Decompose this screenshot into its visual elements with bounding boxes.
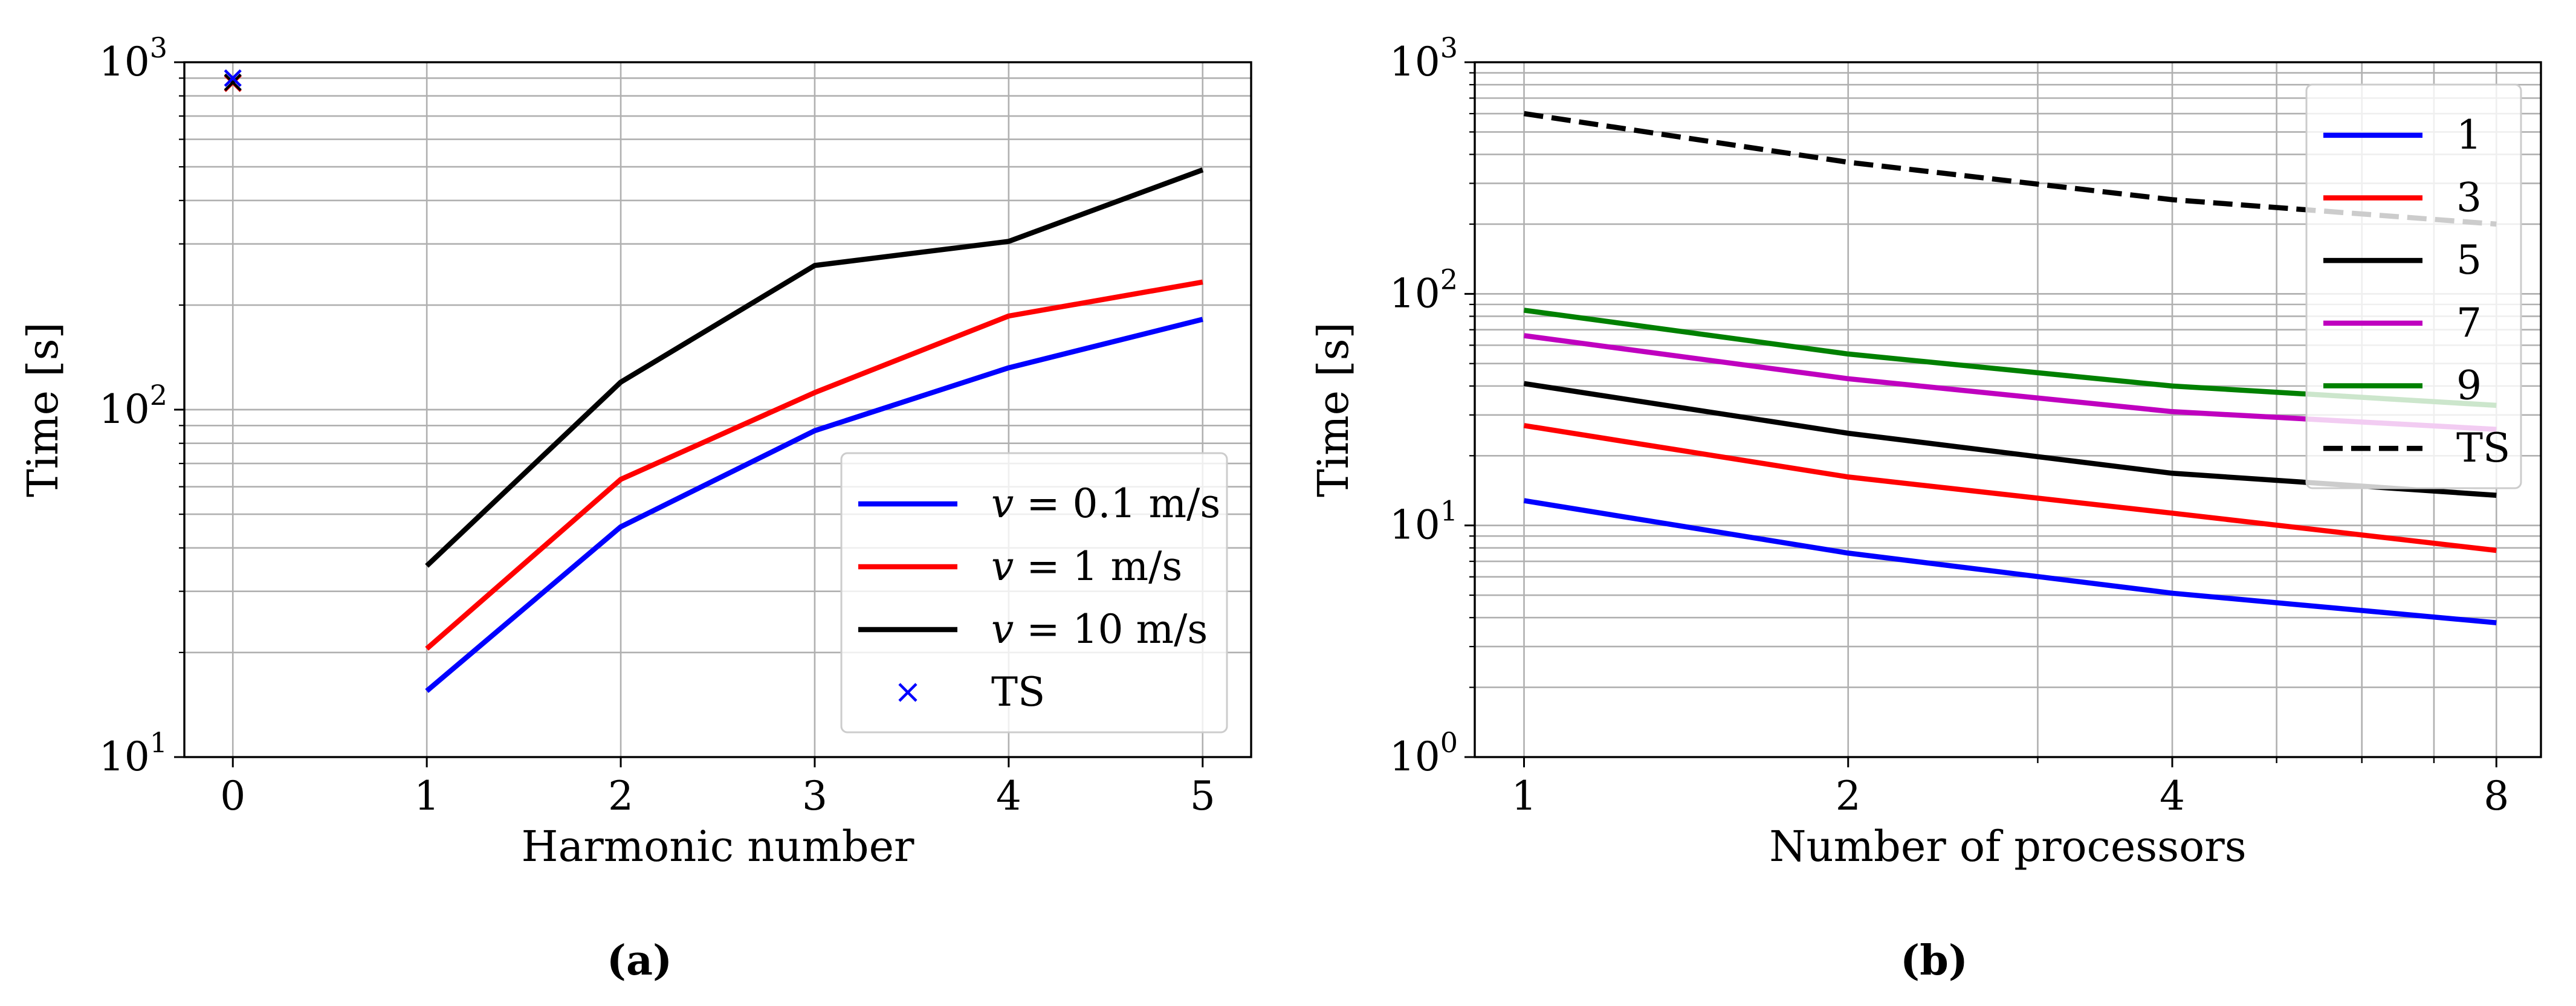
series-line-0 (425, 317, 1203, 693)
series-group (224, 69, 1204, 693)
y-tick-base: 10 (1390, 270, 1440, 317)
series-line-0 (1523, 498, 2497, 625)
y-tick-label: 101 (1390, 495, 1458, 549)
x-tick-label: 2 (1836, 773, 1861, 819)
x-tick-label: 4 (2160, 773, 2185, 819)
y-tick-exponent: 3 (150, 31, 167, 64)
y-tick-base: 10 (1390, 39, 1440, 85)
y-tick-label: 103 (99, 31, 167, 85)
legend-label: v = 1 m/s (991, 543, 1182, 590)
x-tick-label: 5 (1190, 773, 1215, 819)
y-tick-exponent: 2 (150, 379, 167, 411)
legend-label: TS (991, 669, 1045, 715)
legend-label: 7 (2456, 300, 2482, 346)
legend-box (840, 452, 1228, 734)
legend-label-variable: v (991, 480, 1014, 527)
y-tick-label: 102 (99, 379, 167, 433)
legend-label: 9 (2456, 363, 2482, 409)
y-tick-label: 100 (1390, 726, 1458, 780)
y-tick-exponent: 1 (1440, 495, 1458, 527)
legend-label: 1 (2456, 112, 2482, 158)
legend-label-text: = 0.1 m/s (1014, 480, 1220, 527)
legend: v = 0.1 m/sv = 1 m/sv = 10 m/sTS (840, 452, 1228, 734)
legend: 1 3 5 7 9 TS (2305, 83, 2522, 489)
x-tick-label: 4 (996, 773, 1021, 819)
panel-caption: (a) (607, 937, 672, 985)
y-tick-base: 10 (99, 734, 150, 780)
x-axis: 1 2 4 8 (1512, 757, 2509, 819)
x-tick-label: 1 (414, 773, 439, 819)
y-axis-label: Time [s] (18, 322, 68, 497)
series-line-1 (1523, 423, 2497, 553)
x-tick-label: 2 (608, 773, 633, 819)
y-tick-base: 10 (1390, 734, 1440, 780)
y-tick-base: 10 (99, 39, 150, 85)
grid (184, 61, 1251, 758)
y-tick-label: 101 (99, 726, 167, 780)
y-tick-exponent: 1 (150, 726, 167, 759)
legend-label: 3 (2456, 175, 2482, 221)
series-line-2 (425, 167, 1204, 568)
y-axis-label: Time [s] (1309, 322, 1358, 497)
legend-label-variable: v (991, 543, 1014, 590)
y-tick-exponent: 0 (1440, 726, 1458, 759)
legend-label: 5 (2456, 237, 2482, 283)
legend-label-variable: v (991, 606, 1014, 653)
x-axis: 0 1 2 3 4 5 (220, 757, 1215, 819)
x-axis-label: Harmonic number (522, 822, 914, 871)
x-tick-label: 0 (220, 773, 245, 819)
y-tick-base: 10 (1390, 502, 1440, 549)
panel-caption: (b) (1900, 937, 1968, 985)
series-line-1 (425, 279, 1203, 651)
y-tick-base: 10 (99, 386, 150, 433)
data-point-marker (224, 73, 242, 91)
data-point-marker (224, 69, 242, 87)
legend-marker (898, 683, 917, 702)
x-tick-label: 1 (1512, 773, 1537, 819)
legend-label: v = 10 m/s (991, 606, 1208, 653)
legend-label: v = 0.1 m/s (991, 480, 1220, 527)
y-tick-exponent: 2 (1440, 263, 1458, 295)
y-tick-exponent: 3 (1440, 31, 1458, 64)
y-tick-label: 103 (1390, 31, 1458, 85)
x-tick-label: 3 (802, 773, 827, 819)
legend-label: TS (2456, 425, 2510, 471)
x-tick-label: 8 (2484, 773, 2509, 819)
y-tick-label: 102 (1390, 263, 1458, 317)
x-axis-label: Number of processors (1769, 822, 2246, 871)
legend-label-text: = 10 m/s (1014, 606, 1208, 653)
axes-frame (1474, 61, 2542, 758)
legend-label-text: = 1 m/s (1014, 543, 1182, 590)
